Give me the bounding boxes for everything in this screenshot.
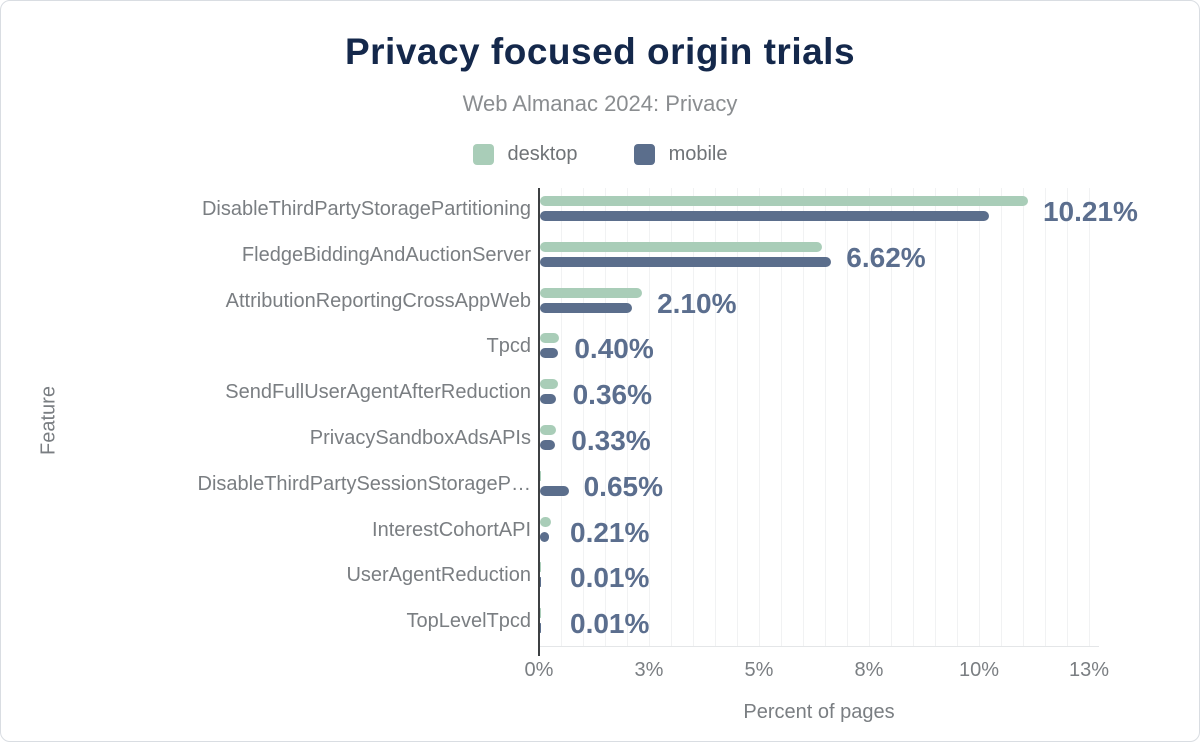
gridline [913, 188, 914, 646]
gridline [935, 188, 936, 646]
value-label: 0.40% [574, 333, 654, 365]
legend: desktop mobile [1, 141, 1199, 167]
gridline [957, 188, 958, 646]
gridline [847, 188, 848, 646]
x-axis-line [539, 646, 1099, 647]
legend-label-mobile: mobile [668, 142, 728, 165]
value-label: 0.36% [572, 379, 652, 411]
category-label: InterestCohortAPI [372, 518, 531, 541]
bar-mobile [540, 394, 556, 405]
bar-desktop [540, 516, 551, 527]
category-label: SendFullUserAgentAfterReduction [225, 381, 531, 404]
gridline [605, 188, 606, 646]
gridline [583, 188, 584, 646]
bar-mobile [540, 531, 550, 542]
bar-mobile [540, 302, 633, 313]
gridline [869, 188, 870, 646]
gridline [1023, 188, 1024, 646]
bar-mobile [540, 256, 832, 267]
page-subtitle: Web Almanac 2024: Privacy [462, 91, 738, 116]
gridline [671, 188, 672, 646]
gridline [891, 188, 892, 646]
gridline [803, 188, 804, 646]
gridline [627, 188, 628, 646]
value-label: 2.10% [657, 287, 737, 319]
gridline [979, 188, 980, 646]
legend-swatch-desktop [472, 143, 494, 165]
legend-item-mobile: mobile [633, 142, 728, 166]
x-axis-title: Percent of pages [743, 701, 895, 723]
category-label: AttributionReportingCrossAppWeb [225, 289, 531, 312]
x-tick-label: 10% [958, 659, 1000, 681]
bar-desktop [540, 287, 643, 298]
gridline [1001, 188, 1002, 646]
value-label: 6.62% [846, 241, 926, 273]
gridline [781, 188, 782, 646]
category-label: UserAgentReduction [346, 564, 531, 587]
x-tick-label: 13% [1068, 659, 1110, 681]
category-label: FledgeBiddingAndAuctionServer [241, 243, 531, 266]
bar-mobile [540, 348, 558, 359]
value-label: 0.21% [570, 516, 650, 548]
value-label: 0.01% [570, 562, 650, 594]
value-label: 10.21% [1042, 196, 1138, 227]
bar-desktop [540, 196, 1028, 206]
y-axis-title: Feature [37, 386, 60, 455]
bar-desktop [540, 241, 823, 252]
y-axis-line [538, 188, 540, 656]
value-label: 0.65% [583, 470, 663, 502]
x-tick-label: 3% [634, 659, 664, 681]
gridline [715, 188, 716, 646]
bar-desktop [540, 379, 558, 390]
gridline [1067, 188, 1068, 646]
page-title: Privacy focused origin trials [344, 31, 856, 72]
category-label: DisableThirdPartySessionStorageP… [197, 472, 532, 495]
bar-desktop [540, 333, 560, 344]
legend-swatch-mobile [633, 143, 655, 165]
category-label: Tpcd [486, 335, 531, 358]
gridline [759, 188, 760, 646]
x-tick-label: 5% [744, 659, 774, 681]
bar-mobile [540, 485, 569, 496]
x-tick-label: 8% [854, 659, 884, 681]
value-label: 0.01% [570, 608, 650, 640]
gridline [825, 188, 826, 646]
gridline [561, 188, 562, 646]
gridline [737, 188, 738, 646]
gridline [649, 188, 650, 646]
category-label: PrivacySandboxAdsAPIs [309, 427, 531, 449]
gridline [693, 188, 694, 646]
legend-label-desktop: desktop [507, 142, 578, 165]
bar-desktop [540, 425, 557, 435]
bar-mobile [540, 440, 555, 450]
legend-item-desktop: desktop [472, 142, 578, 166]
value-label: 0.33% [571, 425, 651, 456]
gridline [1089, 188, 1090, 646]
gridline [1045, 188, 1046, 646]
category-label: TopLevelTpcd [406, 610, 531, 633]
x-tick-label: 0% [524, 659, 554, 681]
category-label: DisableThirdPartyStoragePartitioning [201, 198, 531, 220]
bar-mobile [540, 211, 990, 221]
